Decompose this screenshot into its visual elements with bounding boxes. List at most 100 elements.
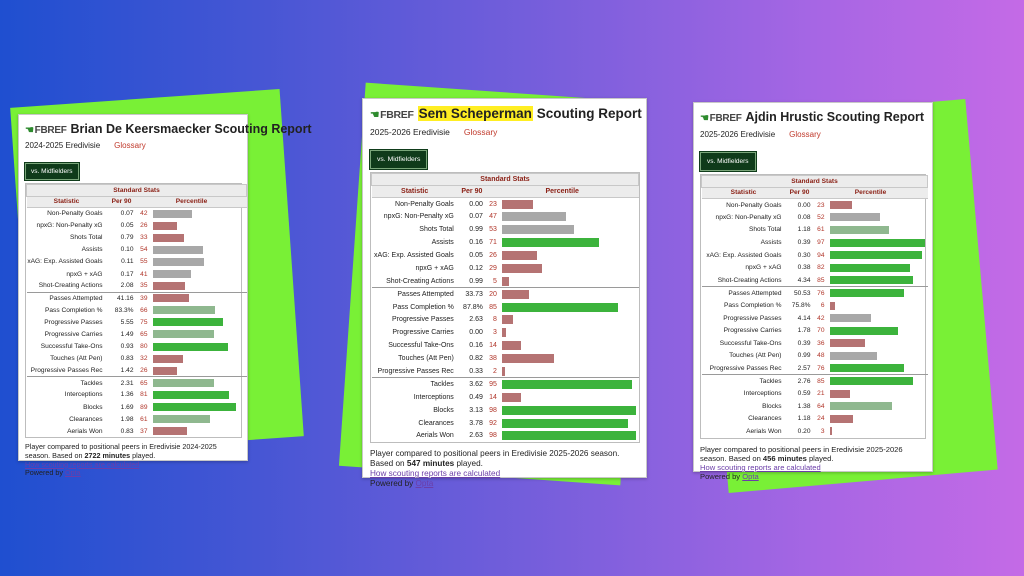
percentile-bar-track	[152, 415, 247, 424]
stat-name[interactable]: Pass Completion %	[392, 303, 454, 311]
stat-name[interactable]: Passes Attempted	[371, 287, 458, 301]
stat-row: xAG: Exp. Assisted Goals 0.30 94	[702, 249, 928, 262]
stat-name[interactable]: Blocks	[433, 406, 454, 414]
stat-name[interactable]: xAG: Exp. Assisted Goals	[27, 258, 103, 266]
stat-name[interactable]: Clearances	[418, 419, 454, 427]
stat-name[interactable]: Non-Penalty Goals	[726, 201, 782, 209]
percentile-bar	[829, 238, 925, 247]
percentile-bar	[829, 339, 865, 348]
stat-name[interactable]: npxG + xAG	[415, 264, 454, 272]
stat-name[interactable]: Shot-Creating Actions	[386, 277, 454, 285]
stat-name[interactable]: Assists	[81, 246, 103, 254]
stat-name[interactable]: npxG: Non-Penalty xG	[715, 213, 782, 221]
col-header-statistic[interactable]: Statistic	[701, 187, 786, 199]
stat-row: Interceptions 1.36 81	[27, 389, 247, 401]
stats-table-box: Standard Stats Statistic Per 90 Percenti…	[370, 172, 640, 444]
percentile-bar	[829, 377, 913, 386]
glossary-link[interactable]: Glossary	[463, 127, 498, 137]
col-header-statistic[interactable]: Statistic	[371, 185, 458, 198]
col-header-percentile[interactable]: Percentile	[485, 185, 639, 198]
stat-name[interactable]: Passes Attempted	[26, 291, 107, 305]
stat-name[interactable]: Tackles	[371, 377, 458, 391]
col-header-per90[interactable]: Per 90	[457, 185, 486, 198]
stat-name[interactable]: Progressive Passes Rec	[30, 367, 103, 375]
stat-name[interactable]: Progressive Passes Rec	[709, 364, 782, 372]
stat-name[interactable]: Pass Completion %	[723, 302, 782, 310]
stat-name[interactable]: Progressive Carries	[44, 330, 103, 338]
opta-link[interactable]: Opta	[415, 478, 434, 488]
stat-name[interactable]: Interceptions	[413, 393, 454, 401]
stat-name[interactable]: Blocks	[83, 403, 103, 411]
opta-link[interactable]: Opta	[64, 468, 81, 478]
tab-vs-midfielders[interactable]: vs. Midfielders	[700, 152, 756, 171]
stat-name[interactable]: Passes Attempted	[701, 286, 786, 300]
stat-name[interactable]: Aerials Won	[416, 432, 454, 440]
stat-name[interactable]: Progressive Passes Rec	[377, 367, 454, 375]
col-header-percentile[interactable]: Percentile	[136, 196, 247, 208]
stat-name[interactable]: Shot-Creating Actions	[38, 282, 103, 290]
col-header-percentile[interactable]: Percentile	[813, 187, 928, 199]
stat-name[interactable]: npxG + xAG	[66, 270, 103, 278]
how-calculated-link[interactable]: How scouting reports are calculated	[25, 459, 140, 469]
stat-name[interactable]: Non-Penalty Goals	[395, 200, 454, 208]
how-calculated-link[interactable]: How scouting reports are calculated	[700, 463, 821, 472]
percentile-value: 52	[817, 213, 825, 221]
stat-name[interactable]: Interceptions	[64, 391, 103, 399]
stat-row: Aerials Won 2.63 98	[372, 430, 639, 443]
how-calculated-link[interactable]: How scouting reports are calculated	[370, 469, 501, 479]
stat-row: Interceptions 0.49 14	[372, 391, 639, 404]
stat-name[interactable]: Touches (Att Pen)	[398, 355, 454, 363]
stat-name[interactable]: Blocks	[762, 402, 782, 410]
stat-name[interactable]: Non-Penalty Goals	[47, 210, 103, 218]
glossary-link[interactable]: Glossary	[789, 130, 821, 139]
stat-name[interactable]: npxG: Non-Penalty xG	[36, 222, 103, 230]
stat-name[interactable]: Successful Take-Ons	[388, 342, 454, 350]
leaf-icon: ☚	[370, 109, 380, 121]
stat-name[interactable]: xAG: Exp. Assisted Goals	[706, 251, 782, 259]
stat-name[interactable]: Progressive Passes	[44, 318, 103, 326]
stat-name[interactable]: Clearances	[69, 415, 103, 423]
col-header-per90[interactable]: Per 90	[785, 187, 814, 199]
tab-vs-midfielders[interactable]: vs. Midfielders	[25, 163, 79, 180]
stat-name[interactable]: Shots Total	[419, 226, 454, 234]
stat-name[interactable]: Successful Take-Ons	[40, 343, 103, 351]
stat-name[interactable]: Assists	[431, 239, 454, 247]
stat-name[interactable]: Tackles	[701, 374, 786, 388]
stat-name[interactable]: Shots Total	[748, 226, 782, 234]
tab-vs-midfielders[interactable]: vs. Midfielders	[370, 150, 428, 169]
col-header-statistic[interactable]: Statistic	[26, 196, 107, 208]
percentile-value: 54	[140, 246, 148, 254]
glossary-link[interactable]: Glossary	[114, 141, 146, 150]
col-header-per90[interactable]: Per 90	[106, 196, 137, 208]
stat-name[interactable]: Touches (Att Pen)	[50, 355, 103, 363]
percentile-bar	[501, 380, 632, 390]
stat-name[interactable]: Progressive Carries	[723, 327, 782, 335]
stat-name[interactable]: Clearances	[748, 415, 782, 423]
percentile-bar-track	[152, 294, 247, 303]
fbref-logo[interactable]: ☚ FBREF	[25, 125, 67, 136]
stat-name[interactable]: Assists	[760, 239, 782, 247]
stat-name[interactable]: Shot-Creating Actions	[717, 276, 782, 284]
stat-name[interactable]: Interceptions	[743, 390, 782, 398]
stat-name[interactable]: Successful Take-Ons	[719, 339, 782, 347]
fbref-logo[interactable]: ☚ FBREF	[370, 109, 414, 121]
stat-name[interactable]: Pass Completion %	[44, 306, 103, 314]
stats-table-box: Standard Stats Statistic Per 90 Percenti…	[25, 183, 248, 439]
stat-name[interactable]: npxG + xAG	[745, 264, 782, 272]
stat-name[interactable]: Aerials Won	[746, 427, 782, 435]
stat-row: Progressive Carries 0.00 3	[372, 326, 639, 339]
fbref-logo[interactable]: ☚ FBREF	[700, 113, 742, 124]
stat-name[interactable]: Tackles	[26, 376, 107, 389]
stat-name[interactable]: npxG: Non-Penalty xG	[383, 213, 454, 221]
percentile-value: 80	[140, 343, 148, 351]
stat-name[interactable]: Touches (Att Pen)	[729, 352, 782, 360]
stat-name[interactable]: Progressive Passes	[723, 314, 782, 322]
stat-name[interactable]: Progressive Passes	[391, 316, 454, 324]
opta-link[interactable]: Opta	[742, 472, 759, 482]
stat-row: npxG: Non-Penalty xG 0.08 52	[702, 211, 928, 224]
stat-name[interactable]: Aerials Won	[67, 427, 103, 435]
stat-name[interactable]: Shots Total	[69, 234, 103, 242]
stat-name[interactable]: Progressive Carries	[392, 329, 454, 337]
percentile-bar	[829, 326, 899, 335]
stat-name[interactable]: xAG: Exp. Assisted Goals	[374, 252, 454, 259]
